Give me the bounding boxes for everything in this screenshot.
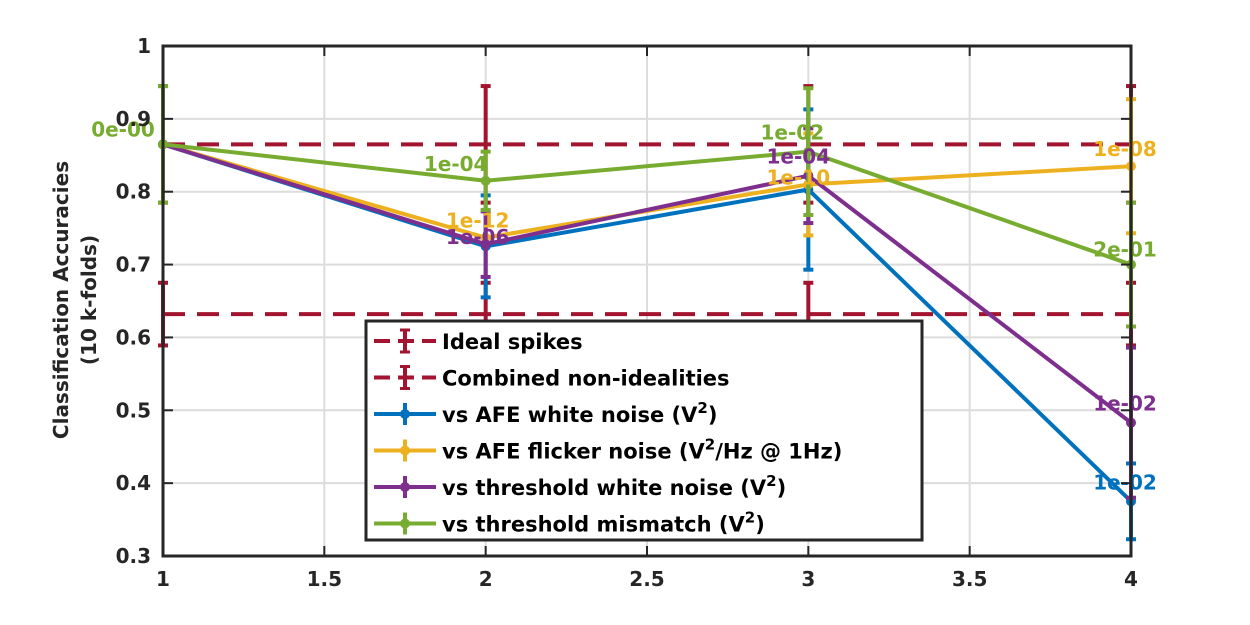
legend-label: vs AFE white noise (V2) xyxy=(442,399,717,427)
legend-swatch-marker xyxy=(400,409,410,419)
data-label: 1e-08 xyxy=(1093,137,1157,161)
legend-entry: vs threshold mismatch (V2) xyxy=(374,509,765,537)
legend-label: Combined non-idealities xyxy=(442,367,730,391)
series-point xyxy=(803,146,814,157)
y-tick-label: 0.7 xyxy=(116,253,151,277)
y-tick-label: 0.9 xyxy=(116,107,151,131)
legend-label: vs threshold mismatch (V2) xyxy=(442,509,765,537)
legend-entry: vs AFE flicker noise (V2/Hz @ 1Hz) xyxy=(374,436,842,464)
legend-label: vs AFE flicker noise (V2/Hz @ 1Hz) xyxy=(442,436,842,464)
x-tick-label: 1.5 xyxy=(307,567,342,591)
y-tick-label: 0.8 xyxy=(116,180,151,204)
data-label: 1e-02 xyxy=(1093,392,1157,416)
x-tick-label: 2.5 xyxy=(629,567,664,591)
legend-swatch-marker xyxy=(400,445,410,456)
data-label: 1e-04 xyxy=(424,152,488,176)
legend: Ideal spikes Combined non-idealities vs AF… xyxy=(364,319,924,542)
data-labels: 1e-021e-121e-101e-081e-061e-041e-020e-00… xyxy=(91,117,1157,494)
legend-entry: vs AFE white noise (V2) xyxy=(374,399,717,427)
data-label: 0e-00 xyxy=(91,117,155,141)
legend-label: vs threshold white noise (V2) xyxy=(442,472,786,500)
data-label: 1e-04 xyxy=(767,145,831,169)
legend-swatch-marker xyxy=(400,518,410,529)
axes xyxy=(161,44,1133,558)
series-line xyxy=(162,142,1132,267)
legend-entry: Ideal spikes xyxy=(374,328,583,354)
x-tick-label: 3 xyxy=(801,567,815,591)
legend-entry: Combined non-idealities xyxy=(374,365,730,391)
data-label: 1e-02 xyxy=(761,121,825,145)
tick-labels: 1 1.5 2 2.5 3 3.5 4 0.3 0.4 0.5 0.6 0.7 0.8 0.9 1 xyxy=(116,34,1138,591)
legend-entry: vs threshold white noise (V2) xyxy=(374,472,786,500)
series-point xyxy=(480,239,491,250)
y-tick-label: 0.6 xyxy=(116,325,151,349)
legend-box xyxy=(364,319,924,542)
data-label: 1e-06 xyxy=(446,225,510,249)
legend-swatch-marker xyxy=(400,482,410,492)
x-tick-label: 1 xyxy=(156,567,170,591)
y-tick-label: 0.5 xyxy=(116,398,151,422)
data-label: 1e-10 xyxy=(767,165,831,189)
y-axis-label: Classification Accuracies xyxy=(49,161,73,439)
y-axis-label-sub: (10 k-folds) xyxy=(77,235,101,365)
x-tick-label: 3.5 xyxy=(952,567,987,591)
data-label: 1e-12 xyxy=(446,209,510,233)
y-tick-label: 0.4 xyxy=(116,471,151,495)
series-line xyxy=(162,142,1133,425)
legend-label: Ideal spikes xyxy=(442,330,583,354)
x-tick-label: 4 xyxy=(1124,567,1138,591)
series-point xyxy=(480,175,491,186)
y-tick-label: 1 xyxy=(137,34,151,58)
y-tick-label: 0.3 xyxy=(116,544,151,568)
data-label: 2e-01 xyxy=(1093,238,1157,262)
x-tick-label: 2 xyxy=(479,567,493,591)
